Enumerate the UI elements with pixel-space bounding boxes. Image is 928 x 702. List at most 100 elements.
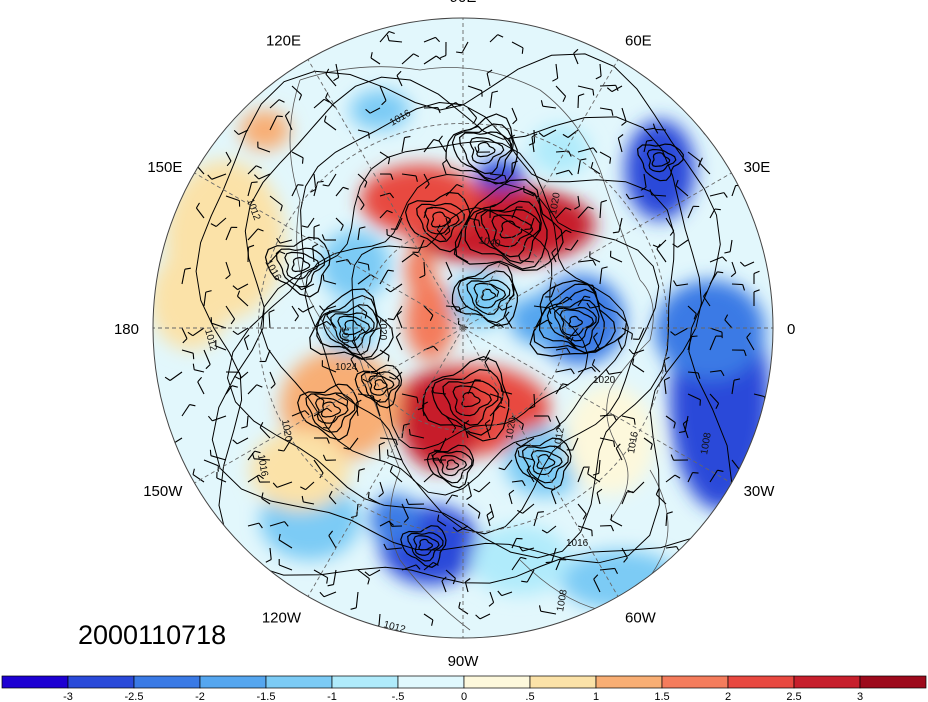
wind-barb [258,173,271,180]
wind-barb-flag [458,601,461,608]
wind-barb [593,578,601,593]
wind-barb-flag [610,514,613,521]
isobar-line [533,283,616,354]
wind-barb [687,371,699,374]
colorbar-tick-label: 3 [857,691,863,702]
anomaly-shading [153,90,770,610]
wind-barb-flag [592,147,598,153]
wind-barb [520,260,535,263]
wind-barb-flag [404,135,411,139]
wind-barb [699,162,711,175]
wind-barb-flag [405,498,410,505]
wind-barb-flag [562,383,569,386]
wind-barb-flag [592,259,597,266]
colorbar-tick-label: 1 [593,691,599,702]
wind-barb-flag [617,335,623,341]
wind-barb-flag [486,69,493,74]
wind-barb-flag [276,237,281,244]
wind-barb [617,137,623,153]
wind-barb [389,471,403,483]
wind-barb [504,316,513,329]
wind-barb-flag [387,318,394,321]
wind-barb-flag [284,521,289,527]
wind-barb [357,228,361,241]
isobar-line [275,247,326,288]
longitude-line [462,327,732,484]
wind-barb-flag [225,274,231,280]
wind-barb [313,569,328,579]
wind-barb-flag [615,443,621,449]
wind-barb [709,370,722,373]
wind-barb [396,217,403,230]
wind-barb-flag [488,516,494,521]
wind-barb [423,55,437,65]
wind-barb [355,591,359,608]
wind-barb-flag [633,418,636,425]
wind-barb-flag [326,407,333,413]
isobar-line [651,152,671,168]
wind-barb [577,259,594,263]
wind-barb-flag [433,449,440,452]
wind-barb-flag [526,465,532,471]
wind-barb [313,393,325,401]
wind-barb [211,322,227,329]
isobar-line [297,383,359,441]
wind-barb-flag [682,419,689,425]
wind-barb [210,455,227,461]
wind-barb [423,261,426,276]
wind-barb [357,470,360,483]
wind-barb [709,393,720,404]
longitude-line [194,327,464,484]
wind-barb-flag [456,51,463,54]
wind-barb [551,547,557,563]
wind-barb-flag [498,467,505,471]
wind-barb [225,151,232,162]
wind-barb-flag [301,157,304,164]
wind-barb-flag [385,287,391,293]
wind-barb-flag [207,174,213,180]
wind-barb [484,361,491,373]
wind-barb [394,371,403,380]
wind-barb [618,217,623,233]
longitude-label: 60W [625,610,657,627]
wind-barb [489,503,495,518]
wind-barb [467,379,476,395]
wind-barb-flag [613,440,616,447]
wind-barb-flag [565,229,572,234]
isobar-line [530,449,563,476]
wind-barb [746,337,755,351]
wind-barb-flag [675,179,679,186]
wind-barb-flag [205,364,211,370]
wind-barb [731,380,735,395]
wind-barb-flag [631,358,635,365]
wind-barb-flag [256,476,261,483]
anomaly-blob [153,250,230,350]
wind-barb-flag [358,468,365,471]
wind-barb-flag [720,370,725,377]
wind-barb [511,415,524,425]
wind-barb-flag [512,119,518,125]
isobar-line [439,454,468,477]
isobar-line [536,453,556,470]
wind-barb [501,591,513,597]
wind-barb [489,405,501,417]
wind-barb [291,151,304,159]
isobar-line [445,459,460,471]
wind-barb-flag [355,399,362,404]
wind-barb-flag [300,486,306,491]
wind-barb-flag [452,578,456,585]
wind-barb-flag [475,614,481,620]
wind-barb-flag [268,309,275,313]
wind-barb-flag [623,557,628,563]
wind-barb-flag [390,173,394,180]
wind-barb [335,186,344,197]
wind-barb [357,569,370,580]
wind-barb [643,173,647,188]
wind-barb-flag [612,231,619,234]
wind-barb-flag [238,372,242,378]
map-boundary [152,17,774,639]
wind-barb [484,349,491,361]
wind-barb-flag [485,419,491,424]
wind-barb-flag [497,590,503,596]
wind-barb-flag [628,348,634,355]
